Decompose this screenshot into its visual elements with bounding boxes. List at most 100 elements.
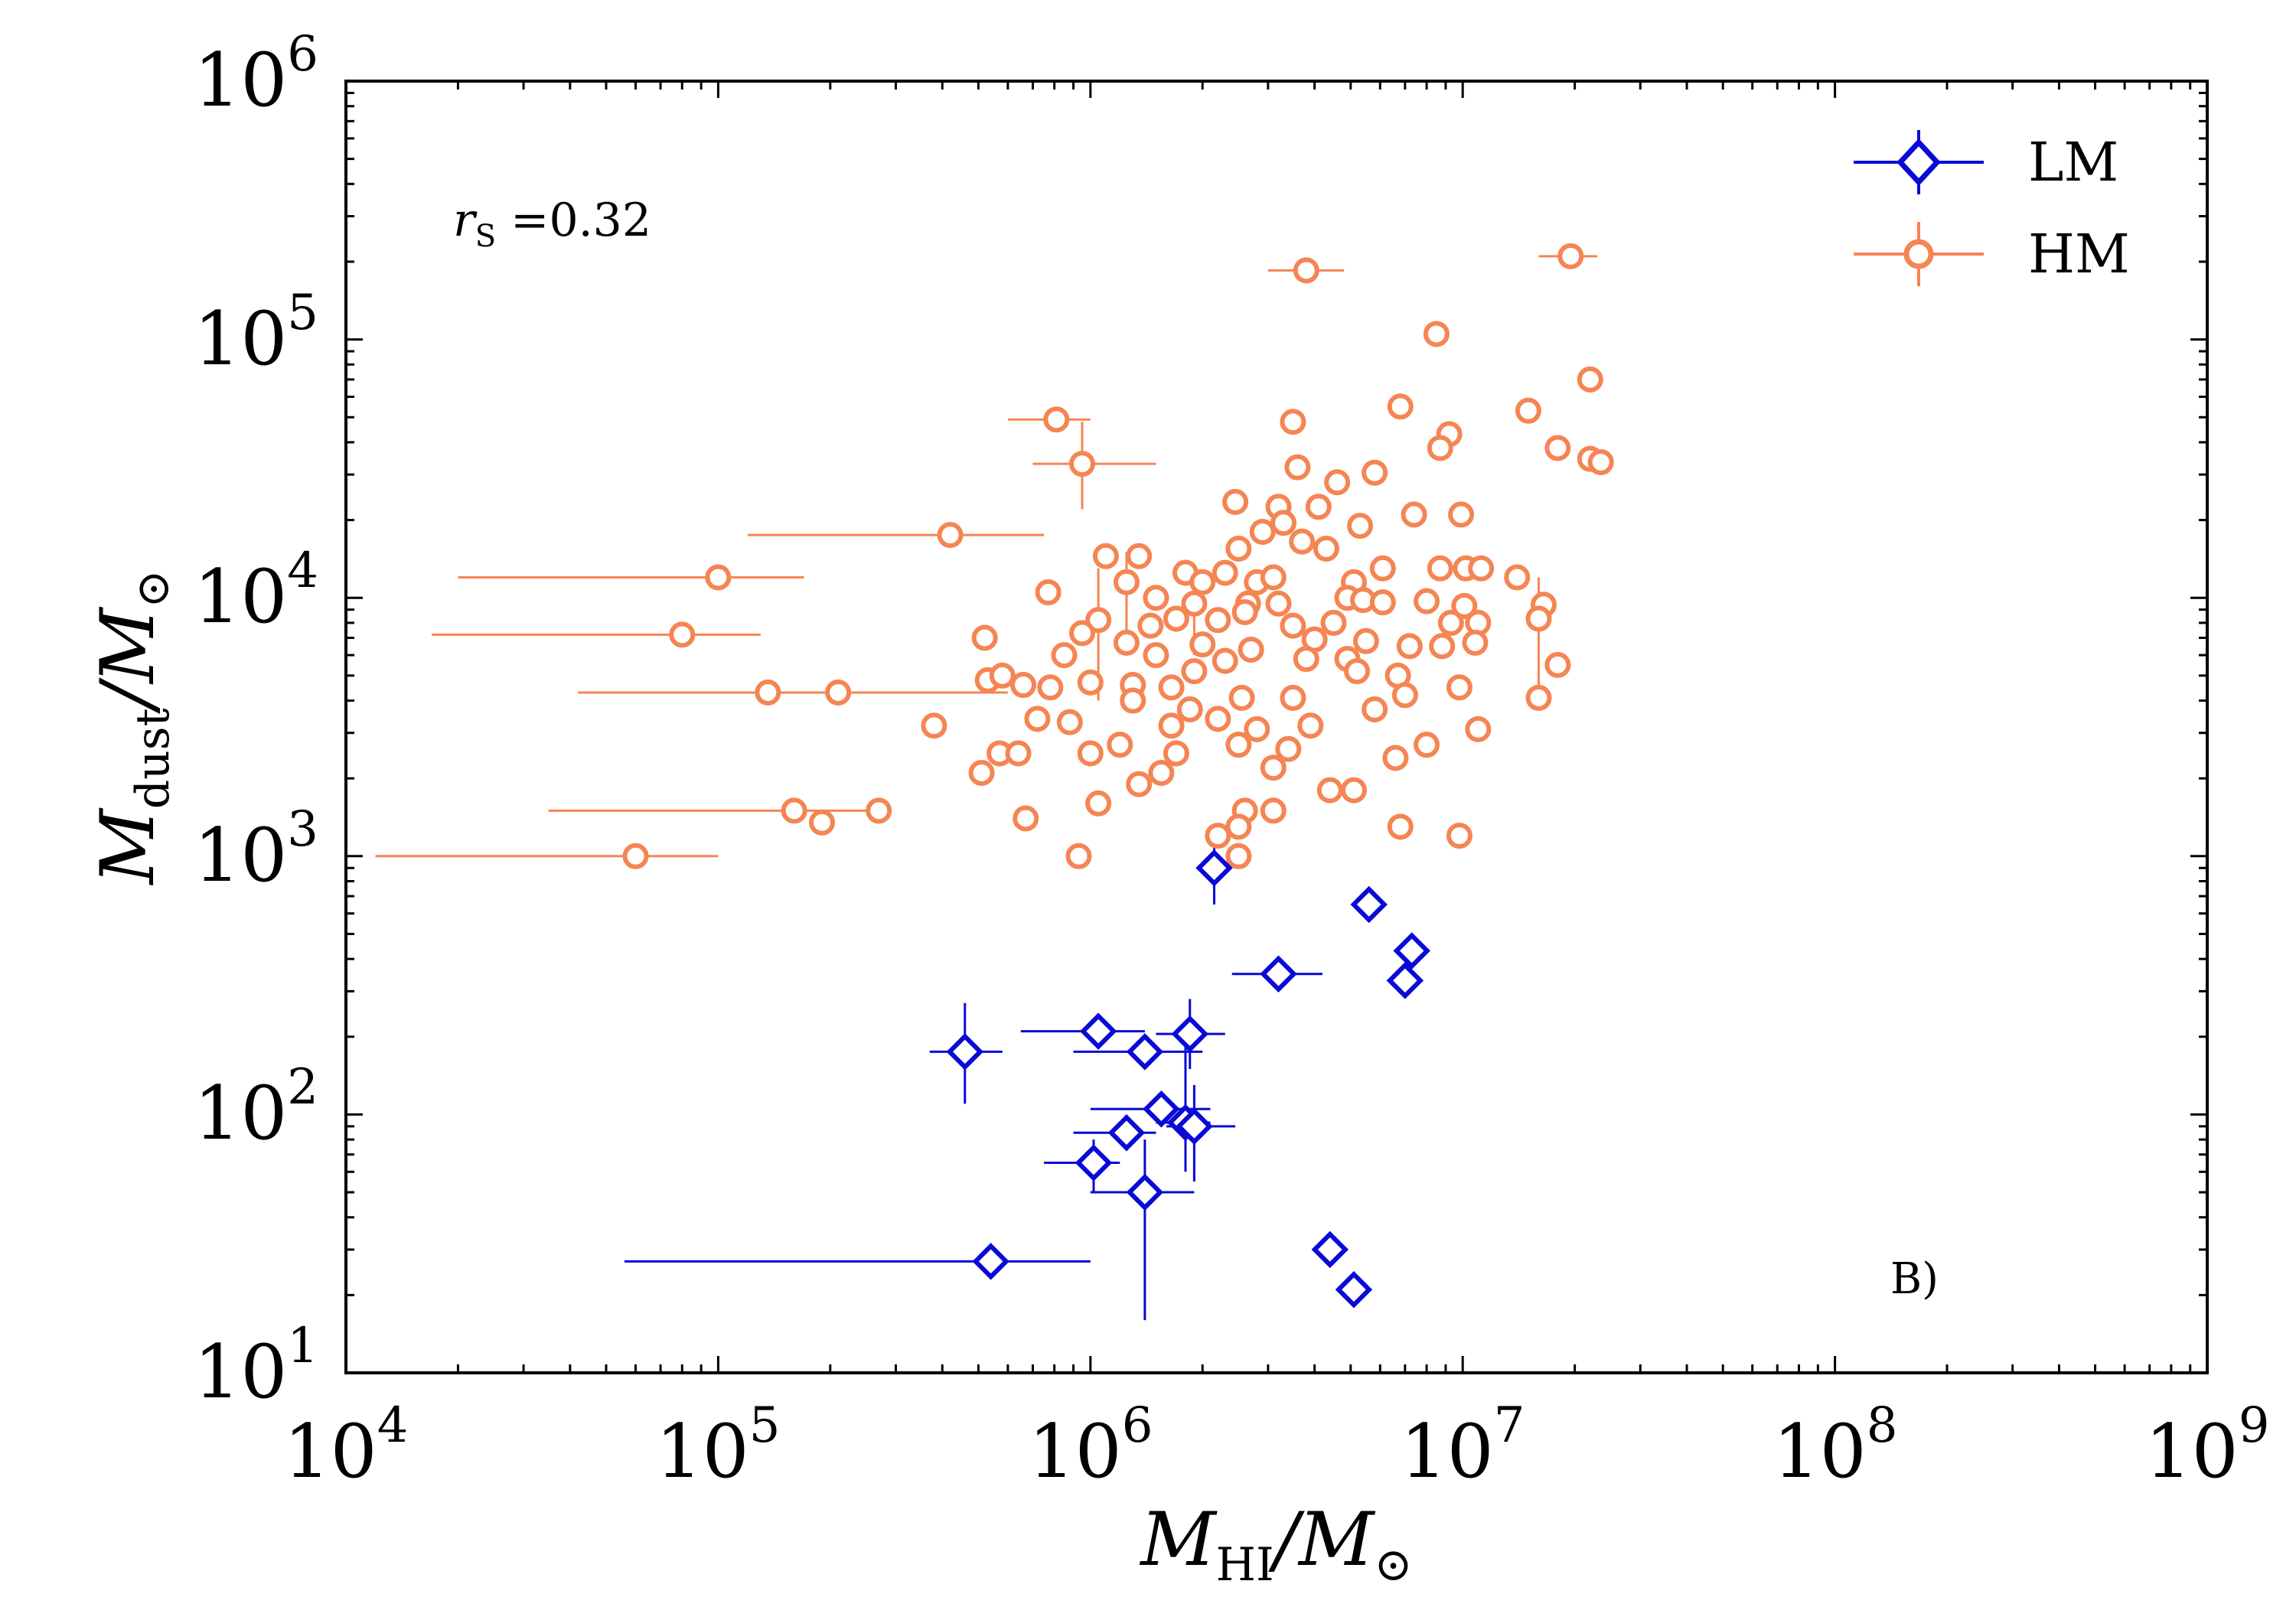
hm-point: [1120, 687, 1146, 714]
lm-point: [1195, 849, 1233, 887]
hm-point: [1414, 588, 1440, 614]
lm-point: [972, 1243, 1009, 1280]
hm-point: [1013, 805, 1039, 832]
lm-point: [1075, 1144, 1113, 1182]
hm-point: [1158, 674, 1185, 701]
hm-point: [1451, 592, 1478, 619]
lm-point: [1350, 885, 1388, 924]
hm-point: [1051, 642, 1078, 669]
hm-point: [1065, 843, 1092, 869]
hm-point: [1382, 745, 1409, 771]
hm-point: [1222, 488, 1249, 515]
hm-point: [1005, 740, 1032, 767]
hm-point: [1176, 696, 1203, 722]
hm-point: [1126, 771, 1153, 797]
y-axis-title: Mdust/M⊙: [85, 569, 180, 885]
hm-point: [1107, 732, 1133, 758]
hm-point: [781, 797, 807, 824]
lm-point: [1079, 1012, 1117, 1050]
hm-point: [1577, 366, 1603, 393]
x-axis-title: MHI/M⊙: [1139, 1497, 1412, 1592]
hm-point: [1077, 740, 1104, 767]
hm-point: [1270, 510, 1297, 536]
hm-point: [1525, 605, 1552, 632]
y-tick-label: 104: [194, 543, 318, 640]
hm-point: [1068, 451, 1095, 478]
hm-point: [1313, 535, 1339, 562]
hm-point: [1544, 651, 1571, 678]
hm-point: [1244, 715, 1270, 742]
hm-point: [1462, 629, 1489, 656]
hm-point: [1275, 735, 1302, 762]
hm-point: [1225, 843, 1252, 869]
error-bars: [375, 255, 1598, 1321]
hm-point: [705, 564, 732, 591]
hm-point: [1423, 321, 1450, 347]
hm-point: [1205, 823, 1231, 849]
hm-point: [1401, 501, 1427, 528]
lm-point: [1126, 1033, 1164, 1071]
hm-point: [1289, 528, 1316, 555]
plot-frame: [344, 80, 2209, 1374]
lm-point: [1260, 955, 1297, 993]
hm-point: [1010, 672, 1037, 699]
hm-point: [1427, 435, 1453, 461]
hm-point: [1414, 732, 1440, 758]
lm-point: [1143, 1090, 1180, 1128]
y-tick-label: 101: [194, 1318, 318, 1415]
lm-point: [1107, 1113, 1146, 1152]
hm-point: [1225, 813, 1252, 840]
hm-point: [1391, 682, 1418, 709]
hm-point: [1126, 543, 1153, 569]
hm-point: [1305, 494, 1332, 520]
hm-point: [669, 621, 696, 648]
hm-point: [1189, 631, 1216, 658]
y-tick-label: 106: [194, 26, 318, 123]
hm-point: [866, 797, 892, 824]
hm-point: [1024, 706, 1051, 732]
spearman-annotation: rS =0.32: [453, 194, 651, 254]
hm-point: [1446, 674, 1473, 701]
hm-point: [1225, 732, 1252, 758]
hm-point: [1228, 684, 1255, 711]
hm-point: [1212, 559, 1238, 586]
hm-point: [1293, 646, 1319, 673]
x-tick-labels: 104 105 106 107 108 109: [284, 1397, 2270, 1495]
data-markers: [622, 243, 1614, 1309]
hm-point: [1085, 607, 1112, 634]
hm-point: [1158, 712, 1185, 739]
hm-point: [1143, 642, 1169, 669]
hm-point: [1113, 629, 1140, 656]
lm-point: [1393, 932, 1430, 970]
hm-point: [1056, 709, 1083, 735]
hm-point: [622, 843, 649, 869]
hm-point: [1035, 579, 1062, 606]
hm-point: [1396, 633, 1423, 660]
hm-point: [1205, 706, 1231, 732]
hm-point: [1260, 797, 1287, 824]
lm-point: [1386, 962, 1424, 999]
hm-point: [1043, 406, 1070, 433]
legend: LM HM: [1854, 130, 2130, 286]
lm-point: [946, 1033, 984, 1071]
hm-point: [1265, 590, 1292, 617]
lm-point: [1176, 1107, 1213, 1146]
hm-point: [1344, 658, 1371, 685]
hm-point: [1293, 257, 1319, 284]
hm-point: [1557, 243, 1584, 269]
hm-point: [1587, 448, 1614, 475]
hm-point: [971, 624, 998, 651]
hm-point: [1137, 612, 1164, 639]
hm-point: [1249, 519, 1276, 546]
hm-point: [1297, 712, 1324, 739]
hm-point: [825, 679, 852, 706]
hm-point: [1446, 823, 1473, 849]
hm-point: [1260, 564, 1287, 591]
hm-point: [1347, 513, 1374, 539]
hm-point: [1468, 555, 1495, 582]
legend-hm-marker: [1903, 239, 1934, 269]
hm-point: [1205, 607, 1231, 634]
hm-point: [1037, 674, 1064, 701]
hm-point: [1212, 647, 1238, 674]
